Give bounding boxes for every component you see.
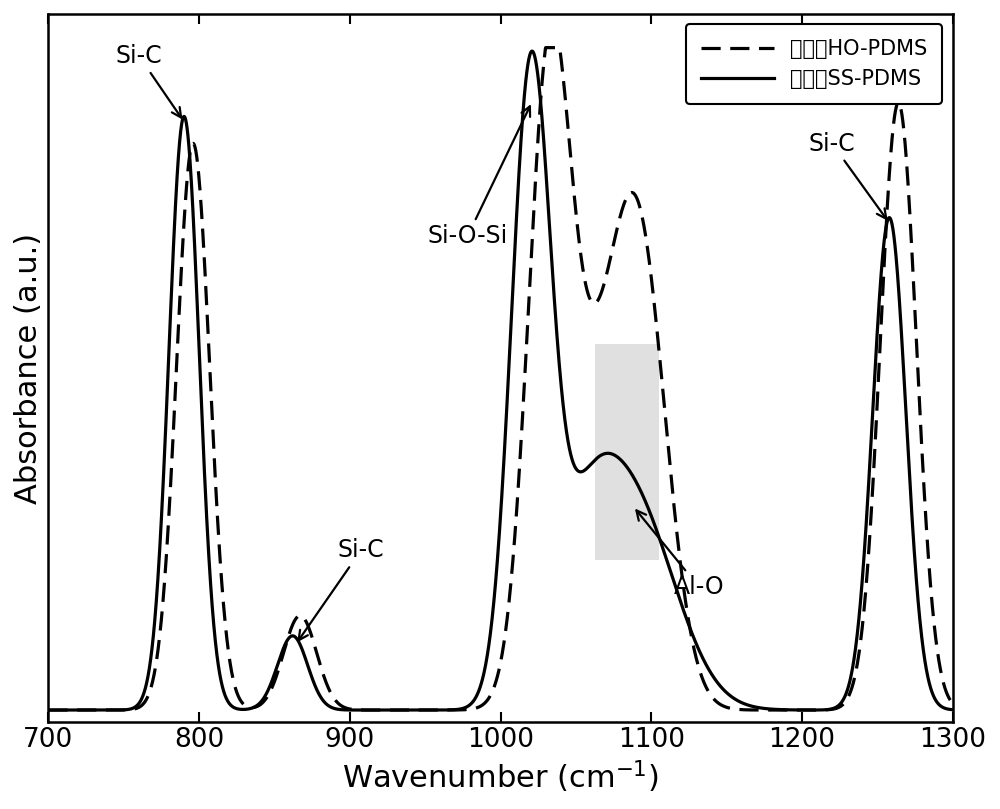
- 交联前HO-PDMS: [874, 342, 886, 352]
- Text: Si-C: Si-C: [809, 132, 886, 218]
- 交联后SS-PDMS: [526, 46, 538, 56]
- 交联后SS-PDMS: [430, 705, 442, 715]
- Text: Si-C: Si-C: [116, 44, 181, 117]
- 交联前HO-PDMS: [540, 43, 552, 53]
- 交联前HO-PDMS: [919, 501, 931, 510]
- 交联前HO-PDMS: [42, 705, 54, 715]
- 交联前HO-PDMS: [472, 702, 484, 712]
- 交联后SS-PDMS: [42, 705, 54, 715]
- 交联前HO-PDMS: [699, 681, 711, 691]
- 交联后SS-PDMS: [874, 284, 886, 294]
- Legend: 交联前HO-PDMS, 交联后SS-PDMS: 交联前HO-PDMS, 交联后SS-PDMS: [686, 24, 942, 104]
- 交联前HO-PDMS: [430, 705, 442, 715]
- 交联后SS-PDMS: [472, 688, 484, 697]
- Line: 交联后SS-PDMS: 交联后SS-PDMS: [48, 51, 953, 710]
- 交联后SS-PDMS: [947, 705, 959, 714]
- Bar: [595, 345, 659, 561]
- 交联前HO-PDMS: [947, 698, 959, 708]
- X-axis label: Wavenumber (cm$^{-1}$): Wavenumber (cm$^{-1}$): [342, 759, 659, 795]
- 交联后SS-PDMS: [699, 659, 711, 668]
- Y-axis label: Absorbance (a.u.): Absorbance (a.u.): [14, 232, 43, 504]
- Text: Si-C: Si-C: [299, 538, 384, 640]
- Line: 交联前HO-PDMS: 交联前HO-PDMS: [48, 48, 953, 710]
- 交联后SS-PDMS: [919, 657, 931, 667]
- Text: Si-O-Si: Si-O-Si: [427, 106, 530, 248]
- 交联后SS-PDMS: [422, 705, 434, 715]
- 交联前HO-PDMS: [422, 705, 434, 715]
- Text: Al-O: Al-O: [636, 510, 724, 599]
